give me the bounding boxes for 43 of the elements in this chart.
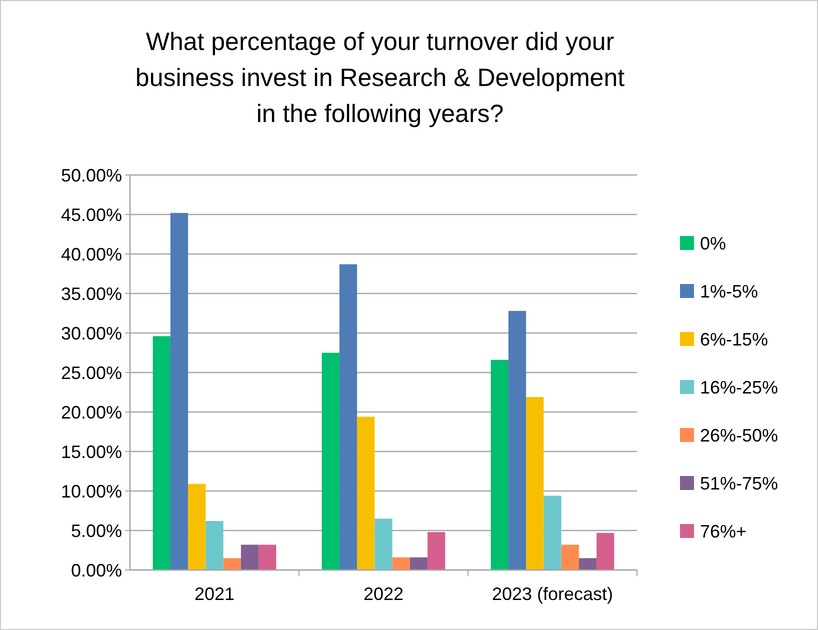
bar <box>188 484 206 570</box>
legend-label: 0% <box>700 233 726 254</box>
x-tick-label: 2022 <box>363 584 404 604</box>
bar <box>410 557 428 570</box>
y-tick-label: 40.00% <box>60 244 122 264</box>
y-tick-label: 10.00% <box>60 481 122 502</box>
bar <box>339 264 358 570</box>
legend-label: 6%-15% <box>700 329 768 350</box>
y-tick-label: 15.00% <box>60 442 122 462</box>
y-tick-label: 0.00% <box>70 560 122 580</box>
bar <box>258 544 276 570</box>
y-tick-label: 50.00% <box>60 165 122 186</box>
y-tick-label: 20.00% <box>60 402 122 422</box>
y-tick-label: 5.00% <box>70 520 122 541</box>
bar <box>223 558 241 570</box>
bar <box>526 396 544 570</box>
legend-label: 1%-5% <box>700 281 758 302</box>
x-tick-label: 2021 <box>194 584 235 604</box>
bar <box>578 558 597 570</box>
legend-label: 16%-25% <box>700 377 778 398</box>
bar <box>206 521 224 570</box>
legend-label: 76%+ <box>700 521 747 542</box>
y-tick-label: 35.00% <box>60 284 122 304</box>
bar <box>357 416 375 570</box>
bar <box>544 496 562 570</box>
bar <box>170 212 188 570</box>
bar <box>508 310 526 570</box>
legend-label: 26%-50% <box>700 425 778 446</box>
chart-title: What percentage of your turnover did your business invest in Research & Development in the following years? <box>135 28 625 128</box>
bar <box>322 352 340 570</box>
bar <box>240 544 259 570</box>
bar <box>428 532 446 570</box>
y-tick-label: 25.00% <box>60 362 122 383</box>
y-tick-label: 30.00% <box>60 323 122 344</box>
bar <box>561 544 579 570</box>
legend-label: 51%-75% <box>700 473 778 494</box>
bar <box>596 532 614 570</box>
x-tick-label: 2023 (forecast) <box>492 584 614 604</box>
bar <box>374 518 392 570</box>
bar <box>490 360 508 570</box>
bar <box>392 557 410 570</box>
y-tick-label: 45.00% <box>60 204 122 225</box>
bar <box>152 336 170 570</box>
